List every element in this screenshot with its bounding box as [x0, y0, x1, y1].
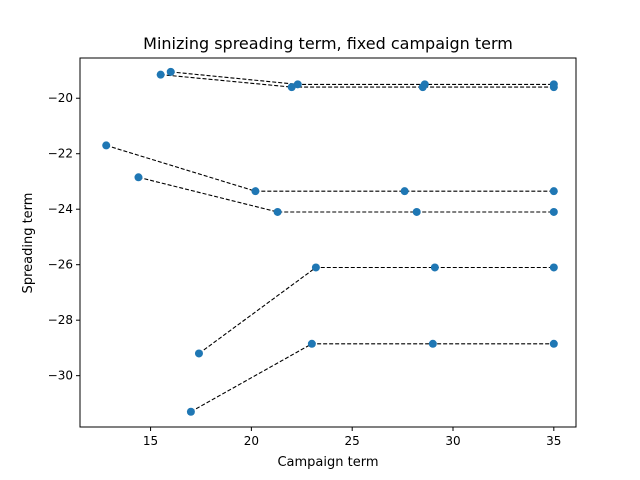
chart-title: Minizing spreading term, fixed campaign … [143, 34, 513, 53]
x-tick-label: 20 [244, 434, 259, 448]
data-points [102, 67, 558, 416]
plot-frame [79, 57, 577, 428]
data-point [400, 187, 409, 196]
data-point [549, 187, 558, 196]
y-tick-label: −20 [48, 91, 73, 105]
x-tick-label: 30 [445, 434, 460, 448]
data-point [412, 207, 421, 216]
y-tick-label: −28 [48, 313, 73, 327]
data-point [549, 339, 558, 348]
data-point [549, 80, 558, 89]
y-tick-label: −30 [48, 369, 73, 383]
series-line-4 [138, 176, 554, 213]
series-line-3 [106, 144, 554, 192]
x-tick-label: 15 [143, 434, 158, 448]
y-tick-label: −22 [48, 147, 73, 161]
data-point [134, 173, 143, 182]
y-tick-label: −24 [48, 202, 73, 216]
data-point [549, 207, 558, 216]
data-point [311, 263, 320, 272]
x-axis-ticks: 15 20 25 30 35 [143, 427, 561, 448]
series-line-5 [198, 266, 554, 354]
series-line-6 [190, 343, 554, 413]
data-point [549, 263, 558, 272]
data-point [307, 339, 316, 348]
data-point [420, 80, 429, 89]
y-axis-ticks: −30 −28 −26 −24 −22 −20 [48, 91, 80, 383]
data-point [194, 349, 203, 358]
x-tick-label: 25 [345, 434, 360, 448]
series-lines [106, 71, 554, 413]
data-point [430, 263, 439, 272]
data-point [293, 80, 302, 89]
x-tick-label: 35 [546, 434, 561, 448]
data-point [102, 141, 111, 150]
data-point [273, 207, 282, 216]
series-line-2 [170, 71, 554, 85]
data-point [186, 407, 195, 416]
data-point [156, 70, 165, 79]
data-point [428, 339, 437, 348]
y-axis-label: Spreading term [21, 193, 36, 294]
y-tick-label: −26 [48, 258, 73, 272]
data-point [166, 67, 175, 76]
x-axis-label: Campaign term [277, 455, 378, 470]
data-point [287, 83, 296, 92]
data-point [251, 187, 260, 196]
